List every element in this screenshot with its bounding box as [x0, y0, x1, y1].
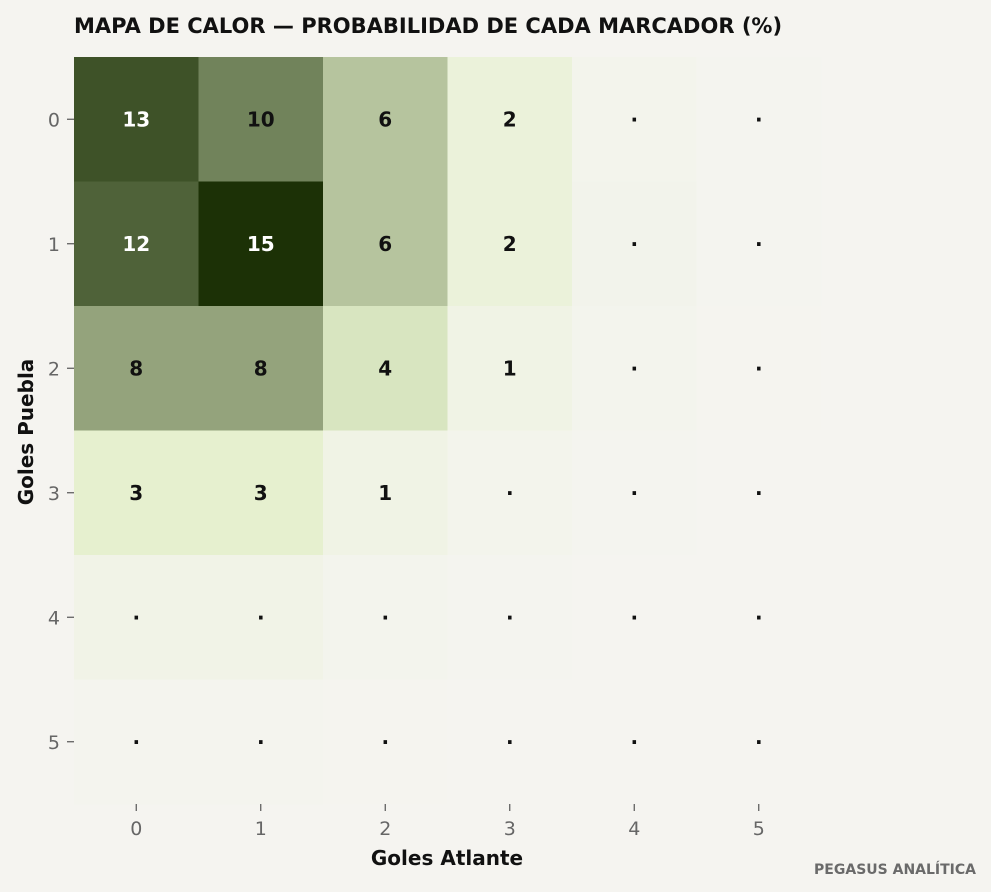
- heatmap-cell-1-3: [447, 181, 573, 307]
- y-tick-label: 4: [48, 607, 60, 629]
- x-tick-label: 3: [504, 818, 516, 840]
- heatmap-cell-2-0: [74, 306, 200, 432]
- cell-value-0-5: ·: [755, 107, 763, 131]
- heatmap-cell-labels: 13 10 6 2 · · 12 15 6 2 · · 8 8 4 1 · · 3 3 1 · · · · · · · · · · · · · · ·: [122, 107, 762, 754]
- y-tick-label: 2: [48, 358, 60, 380]
- cell-value-1-3: 2: [503, 232, 517, 256]
- heatmap-cell-3-1: [198, 430, 324, 556]
- cell-value-3-2: 1: [378, 481, 392, 505]
- x-tick-label: 0: [130, 818, 142, 840]
- heatmap-cell-3-5: [696, 430, 822, 556]
- heatmap-cell-2-3: [447, 306, 573, 432]
- cell-value-5-5: ·: [755, 730, 763, 754]
- chart-title: MAPA DE CALOR — PROBABILIDAD DE CADA MAR…: [74, 14, 782, 38]
- x-tick-label: 1: [255, 818, 267, 840]
- cell-value-3-3: ·: [506, 481, 514, 505]
- cell-value-0-4: ·: [630, 107, 638, 131]
- cell-value-3-5: ·: [755, 481, 763, 505]
- cell-value-4-4: ·: [630, 605, 638, 629]
- cell-value-0-3: 2: [503, 107, 517, 131]
- cell-value-1-2: 6: [378, 232, 392, 256]
- cell-value-3-1: 3: [254, 481, 268, 505]
- heatmap-cell-4-0: [74, 555, 200, 681]
- x-axis-ticks: 0 1 2 3 4 5: [130, 804, 765, 840]
- heatmap-cell-4-1: [198, 555, 324, 681]
- heatmap-cell-5-4: [572, 679, 698, 805]
- cell-value-1-0: 12: [122, 232, 150, 256]
- cell-value-4-2: ·: [381, 605, 389, 629]
- heatmap-cell-0-0: [74, 57, 200, 183]
- x-axis-label: Goles Atlante: [371, 846, 523, 870]
- heatmap-cell-1-4: [572, 181, 698, 307]
- credit-label: PEGASUS ANALÍTICA: [814, 862, 976, 878]
- heatmap-cell-3-2: [323, 430, 449, 556]
- cell-value-4-3: ·: [506, 605, 514, 629]
- heatmap-cell-1-5: [696, 181, 822, 307]
- heatmap-cell-2-1: [198, 306, 324, 432]
- heatmap-cells: [74, 57, 822, 805]
- y-tick-label: 1: [48, 234, 60, 256]
- cell-value-4-5: ·: [755, 605, 763, 629]
- heatmap-cell-5-0: [74, 679, 200, 805]
- heatmap-cell-5-5: [696, 679, 822, 805]
- heatmap-cell-3-0: [74, 430, 200, 556]
- heatmap-cell-1-1: [198, 181, 324, 307]
- y-tick-label: 0: [48, 109, 60, 131]
- cell-value-4-0: ·: [132, 605, 140, 629]
- cell-value-0-2: 6: [378, 107, 392, 131]
- cell-value-1-5: ·: [755, 232, 763, 256]
- x-tick-label: 5: [753, 818, 765, 840]
- cell-value-2-0: 8: [129, 356, 143, 380]
- cell-value-1-1: 15: [247, 232, 275, 256]
- heatmap-cell-1-0: [74, 181, 200, 307]
- heatmap-cell-2-5: [696, 306, 822, 432]
- heatmap-cell-5-1: [198, 679, 324, 805]
- cell-value-4-1: ·: [257, 605, 265, 629]
- x-tick-label: 4: [628, 818, 640, 840]
- cell-value-1-4: ·: [630, 232, 638, 256]
- cell-value-5-4: ·: [630, 730, 638, 754]
- heatmap-cell-2-2: [323, 306, 449, 432]
- heatmap-cell-0-1: [198, 57, 324, 183]
- y-axis-label: Goles Puebla: [14, 359, 38, 506]
- heatmap-cell-1-2: [323, 181, 449, 307]
- y-axis-ticks: 0 1 2 3 4 5: [48, 109, 74, 754]
- y-tick-label: 5: [48, 732, 60, 754]
- cell-value-2-2: 4: [378, 356, 392, 380]
- heatmap-cell-0-5: [696, 57, 822, 183]
- cell-value-3-0: 3: [129, 481, 143, 505]
- cell-value-5-3: ·: [506, 730, 514, 754]
- cell-value-2-1: 8: [254, 356, 268, 380]
- x-tick-label: 2: [379, 818, 391, 840]
- heatmap-cell-5-2: [323, 679, 449, 805]
- cell-value-2-3: 1: [503, 356, 517, 380]
- cell-value-0-1: 10: [247, 107, 275, 131]
- heatmap-cell-4-4: [572, 555, 698, 681]
- heatmap-cell-3-4: [572, 430, 698, 556]
- cell-value-5-0: ·: [132, 730, 140, 754]
- cell-value-5-2: ·: [381, 730, 389, 754]
- heatmap-cell-3-3: [447, 430, 573, 556]
- cell-value-3-4: ·: [630, 481, 638, 505]
- heatmap-cell-0-3: [447, 57, 573, 183]
- y-tick-label: 3: [48, 483, 60, 505]
- heatmap-cell-0-4: [572, 57, 698, 183]
- heatmap-cell-4-3: [447, 555, 573, 681]
- cell-value-5-1: ·: [257, 730, 265, 754]
- heatmap-cell-5-3: [447, 679, 573, 805]
- heatmap-cell-4-5: [696, 555, 822, 681]
- heatmap-cell-2-4: [572, 306, 698, 432]
- cell-value-0-0: 13: [122, 107, 150, 131]
- cell-value-2-5: ·: [755, 356, 763, 380]
- heatmap-cell-4-2: [323, 555, 449, 681]
- heatmap-cell-0-2: [323, 57, 449, 183]
- cell-value-2-4: ·: [630, 356, 638, 380]
